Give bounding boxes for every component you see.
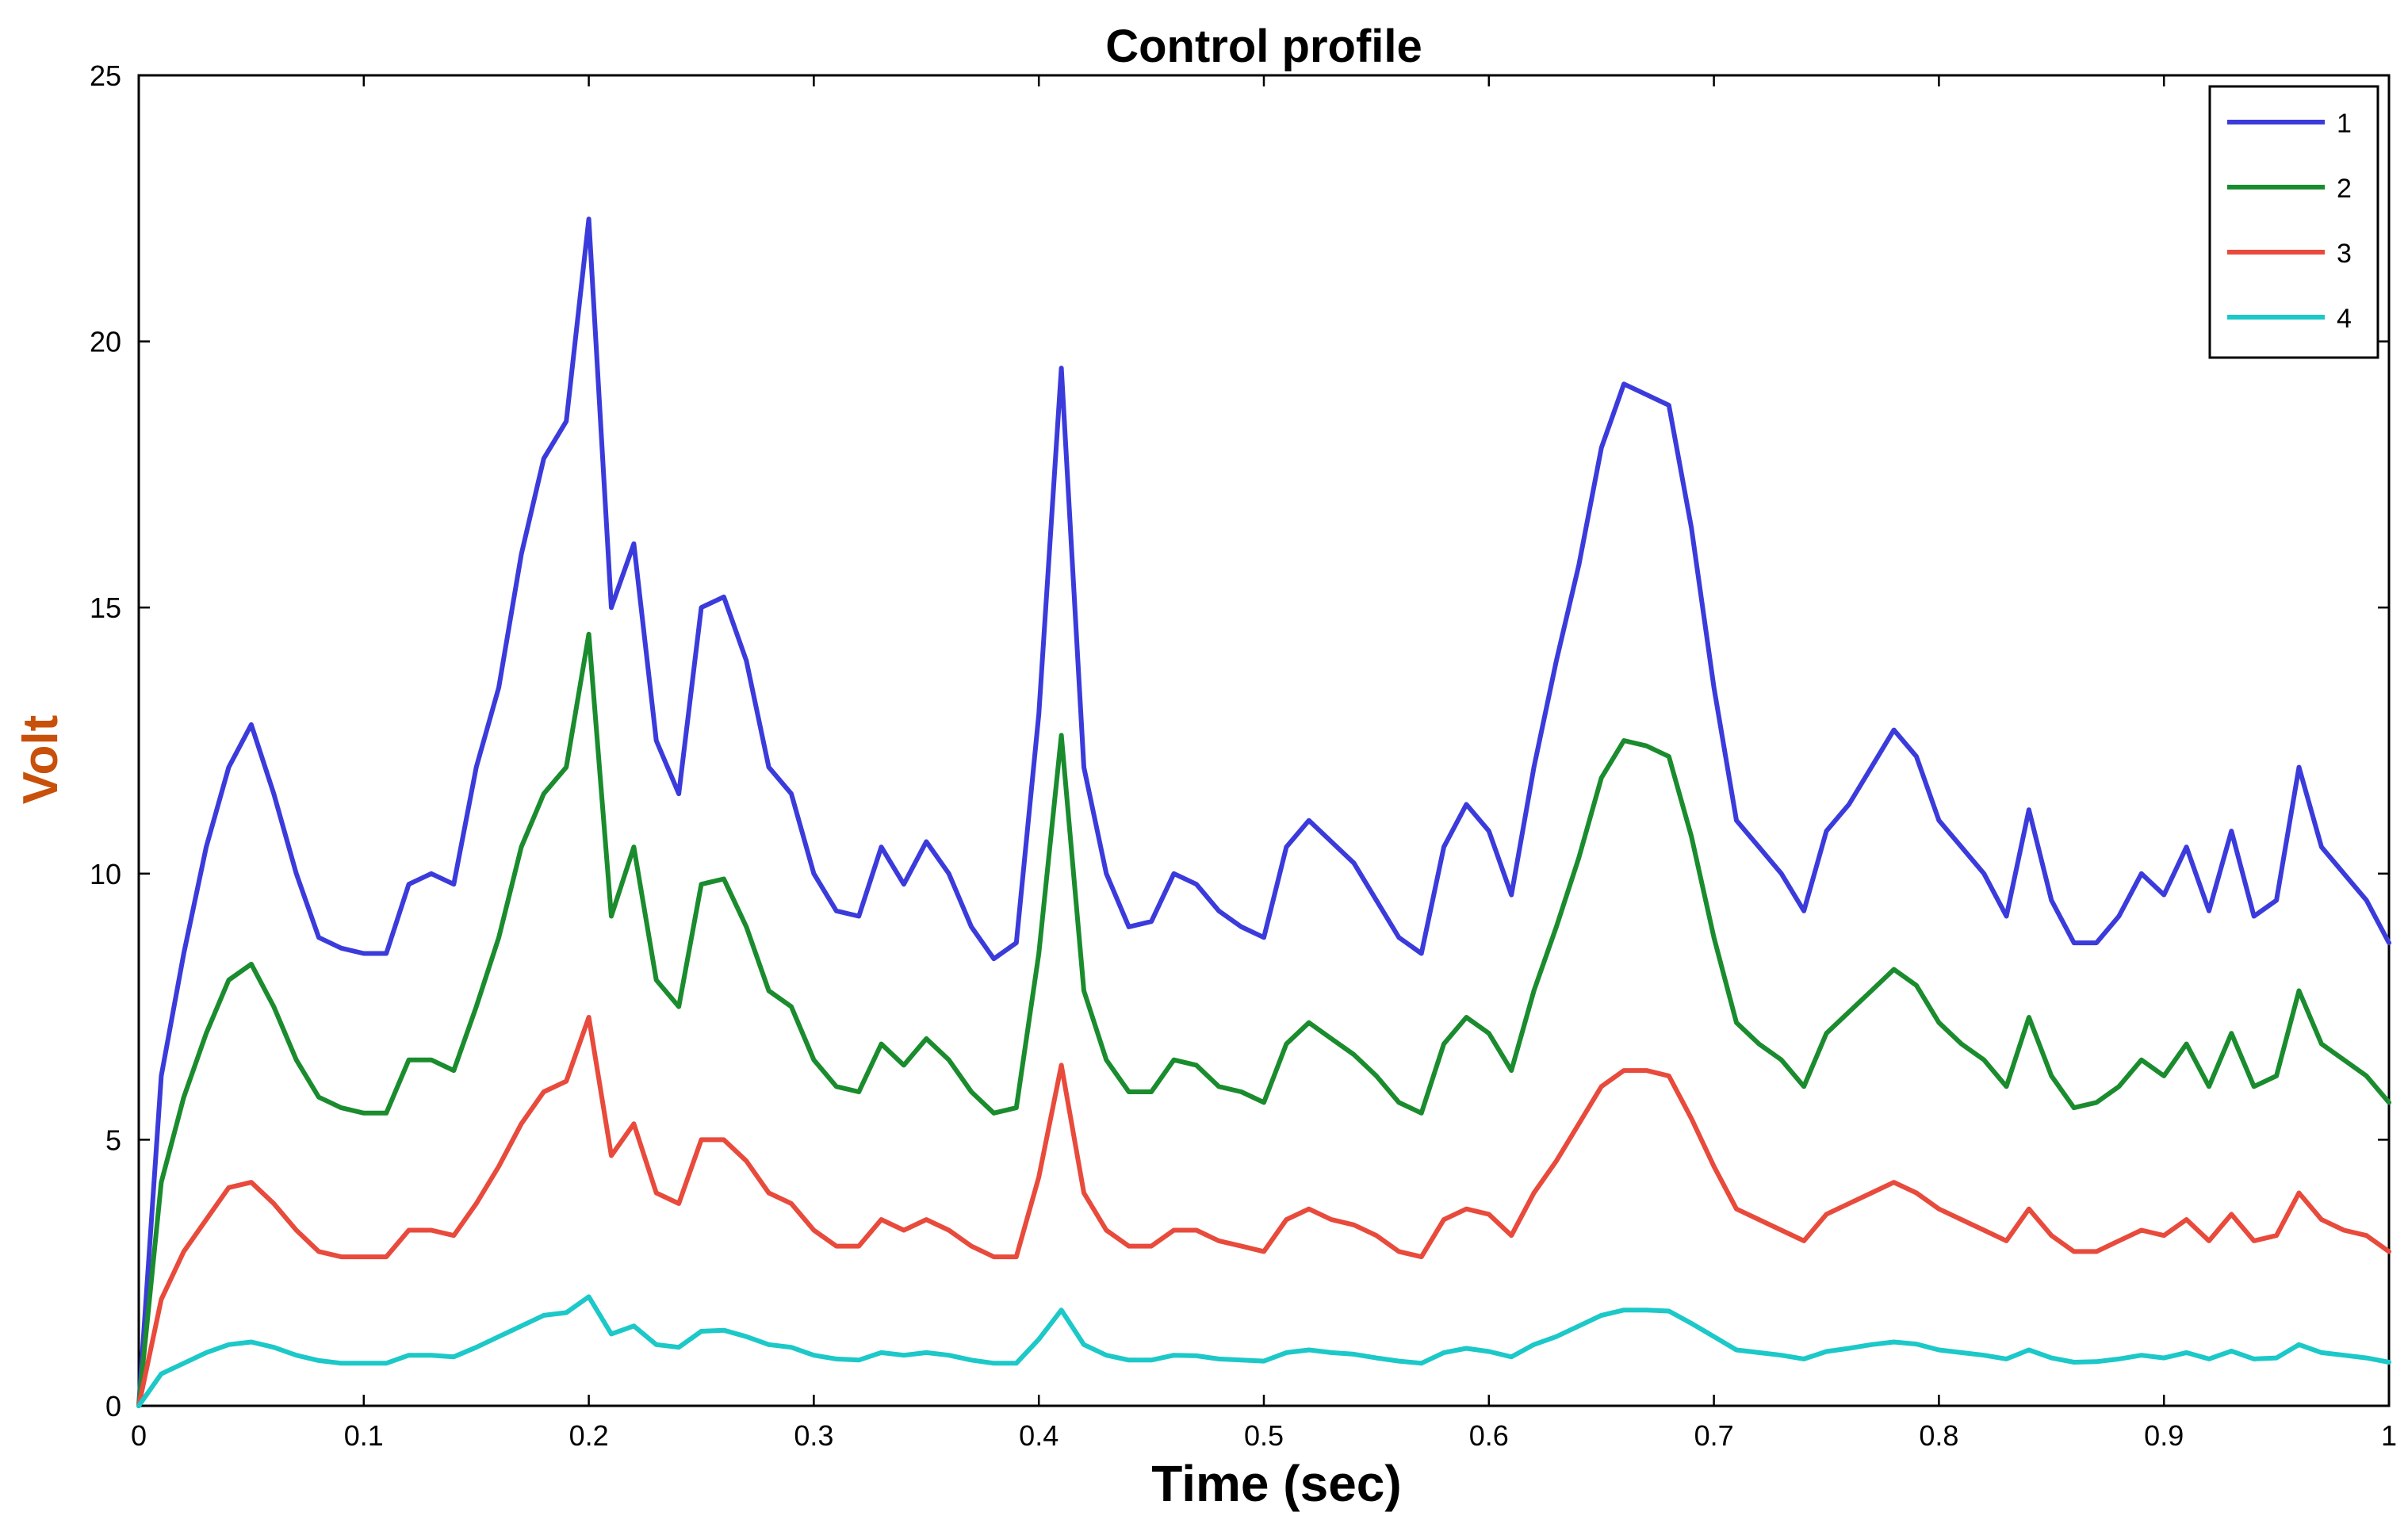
legend-box <box>2208 85 2379 359</box>
y-tick-label: 20 <box>90 326 121 358</box>
y-tick-label: 0 <box>105 1390 121 1422</box>
y-tick-label: 15 <box>90 592 121 624</box>
y-axis-label: Volt <box>13 715 68 805</box>
legend: 1 2 3 4 <box>2208 85 2379 359</box>
y-tick-label: 5 <box>105 1124 121 1156</box>
x-tick-label: 0.1 <box>344 1419 384 1452</box>
legend-label-4: 4 <box>2337 304 2352 334</box>
x-tick-label: 0.3 <box>794 1419 833 1452</box>
x-tick-label: 0.4 <box>1019 1419 1059 1452</box>
series-line-4 <box>136 1294 2391 1408</box>
x-tick-label: 0.2 <box>569 1419 609 1452</box>
legend-label-1: 1 <box>2337 109 2352 139</box>
x-tick-label: 0 <box>131 1419 147 1452</box>
y-tick-label: 25 <box>90 59 121 92</box>
chart-title: Control profile <box>1105 21 1422 72</box>
x-tick-label: 1 <box>2381 1419 2397 1452</box>
x-tick-label: 0.6 <box>1469 1419 1509 1452</box>
series-line-1 <box>136 216 2391 1408</box>
x-tick-label: 0.9 <box>2144 1419 2184 1452</box>
legend-label-3: 3 <box>2337 239 2352 269</box>
x-tick-label: 0.7 <box>1694 1419 1734 1452</box>
series-line-2 <box>136 631 2391 1408</box>
series-line-3 <box>136 1015 2391 1408</box>
x-axis-label: Time (sec) <box>1151 1455 1401 1512</box>
legend-label-2: 2 <box>2337 174 2352 204</box>
y-tick-label: 10 <box>90 858 121 890</box>
plot-area: 0 0.1 0.2 0.3 0.4 0.5 0.6 0.7 0.8 0.9 105101520251… <box>90 59 2397 1452</box>
x-tick-label: 0.5 <box>1244 1419 1284 1452</box>
x-tick-label: 0.8 <box>1919 1419 1958 1452</box>
